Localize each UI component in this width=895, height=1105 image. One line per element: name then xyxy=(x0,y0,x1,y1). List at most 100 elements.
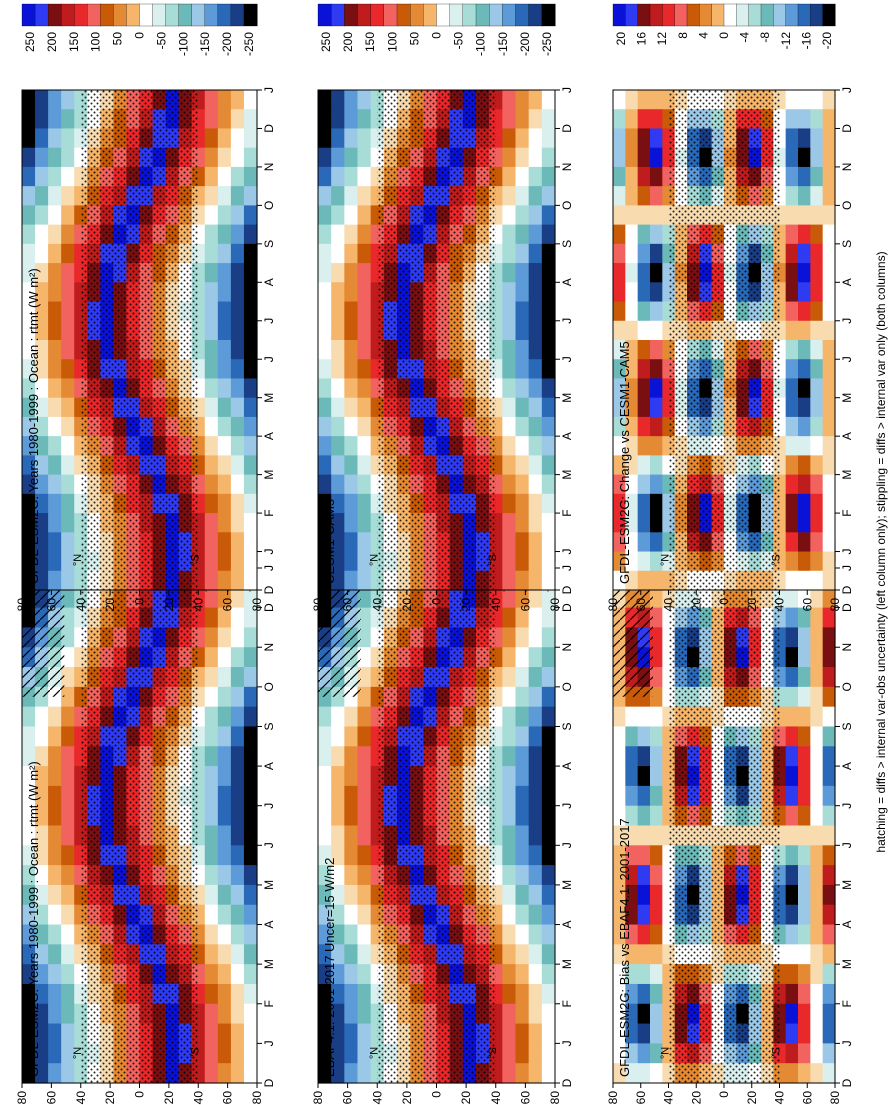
heatmap-cell xyxy=(61,726,75,747)
heatmap-cell xyxy=(637,474,651,495)
colorbar-label: 100 xyxy=(385,32,399,52)
heatmap-cell xyxy=(785,109,799,130)
colorbar-swatch xyxy=(541,3,556,27)
heatmap-cell xyxy=(217,627,232,648)
heatmap-cell xyxy=(785,726,799,747)
heatmap-cell xyxy=(528,186,543,206)
heatmap-cell xyxy=(785,513,799,533)
heatmap-cell xyxy=(528,263,543,283)
heatmap-cell xyxy=(637,397,651,418)
heatmap-cell xyxy=(613,1003,626,1025)
y-tick-label: 60 xyxy=(44,1091,58,1105)
heatmap-cell xyxy=(61,785,75,807)
heatmap-cell xyxy=(318,109,332,130)
heatmap-cell xyxy=(22,416,36,437)
heatmap-cell xyxy=(243,904,258,926)
x-tick-label: J xyxy=(840,1040,854,1046)
heatmap-cell xyxy=(230,359,245,380)
heatmap-cell xyxy=(243,607,258,629)
heatmap-cell xyxy=(344,1003,359,1025)
heatmap-cell xyxy=(502,224,517,245)
heatmap-cell xyxy=(541,785,556,807)
x-tick-label: S xyxy=(840,722,854,730)
heatmap-cell xyxy=(48,1063,62,1084)
heatmap-cell xyxy=(61,667,75,688)
heatmap-cell xyxy=(217,1023,232,1044)
heatmap-cell xyxy=(48,186,62,206)
hemisphere-label: °S xyxy=(189,1047,201,1059)
heatmap-cell xyxy=(230,944,245,965)
heatmap-cell xyxy=(625,128,639,149)
y-tick-label: 40 xyxy=(773,1091,787,1105)
heatmap-cell xyxy=(785,90,799,110)
heatmap-cell xyxy=(650,532,663,553)
x-tick-label: S xyxy=(560,722,574,730)
x-tick-label: M xyxy=(560,393,574,403)
heatmap-cell xyxy=(35,224,49,245)
x-tick-label: D xyxy=(840,603,854,612)
heatmap-cell xyxy=(625,378,639,399)
heatmap-cell xyxy=(35,436,49,456)
heatmap-cell xyxy=(344,1023,359,1044)
heatmap-cell xyxy=(528,166,543,187)
heatmap-cell xyxy=(61,493,75,514)
heatmap-cell xyxy=(625,320,639,341)
heatmap-cell xyxy=(541,493,556,514)
heatmap-cell xyxy=(22,147,36,168)
x-tick-label: D xyxy=(262,603,276,612)
heatmap-cell xyxy=(35,243,49,264)
heatmap-cell xyxy=(613,128,626,149)
heatmap-cell xyxy=(785,224,799,245)
heatmap-cell xyxy=(613,746,626,767)
heatmap-cell xyxy=(230,845,245,866)
heatmap-cell xyxy=(204,416,219,437)
heatmap-cell xyxy=(798,301,811,322)
heatmap-cell xyxy=(515,436,530,456)
heatmap-cell xyxy=(822,320,836,341)
heatmap-cell xyxy=(785,1023,799,1044)
heatmap-cell xyxy=(528,436,543,456)
heatmap-cell xyxy=(625,964,639,985)
heatmap-cell xyxy=(502,570,517,591)
heatmap-cell xyxy=(35,493,49,514)
heatmap-cell xyxy=(515,746,530,767)
heatmap-cell xyxy=(331,1023,345,1044)
heatmap-cell xyxy=(61,436,75,456)
heatmap-cell xyxy=(502,884,517,906)
heatmap-cell xyxy=(35,884,49,906)
heatmap-cell xyxy=(243,166,258,187)
heatmap-cell xyxy=(22,706,36,728)
heatmap-cell xyxy=(798,282,811,303)
heatmap-cell xyxy=(502,532,517,553)
heatmap-cell xyxy=(637,845,651,866)
x-tick-label: J xyxy=(840,87,854,93)
heatmap-cell xyxy=(810,627,824,648)
x-tick-label: J xyxy=(262,549,276,555)
heatmap-cell xyxy=(541,532,556,553)
heatmap-cell xyxy=(35,397,49,418)
colorbar-swatch xyxy=(423,3,438,27)
heatmap-cell xyxy=(331,340,345,360)
heatmap-cell xyxy=(48,513,62,533)
heatmap-cell xyxy=(822,706,836,728)
heatmap-cell xyxy=(541,474,556,495)
heatmap-cell xyxy=(357,845,372,866)
heatmap-cell xyxy=(243,340,258,360)
heatmap-cell xyxy=(35,205,49,226)
heatmap-cell xyxy=(650,686,663,708)
colorbar-swatch xyxy=(760,3,774,27)
heatmap-cell xyxy=(515,785,530,807)
heatmap-cell xyxy=(204,825,219,846)
heatmap-cell xyxy=(357,436,372,456)
heatmap-cell xyxy=(217,282,232,303)
heatmap-cell xyxy=(810,147,824,168)
heatmap-cell xyxy=(822,436,836,456)
colorbar-swatch xyxy=(317,3,332,27)
heatmap-cell xyxy=(204,282,219,303)
heatmap-cell xyxy=(785,845,799,866)
heatmap-cell xyxy=(822,904,836,926)
heatmap-cell xyxy=(48,282,62,303)
heatmap-cell xyxy=(243,570,258,591)
heatmap-cell xyxy=(318,263,332,283)
heatmap-cell xyxy=(798,706,811,728)
